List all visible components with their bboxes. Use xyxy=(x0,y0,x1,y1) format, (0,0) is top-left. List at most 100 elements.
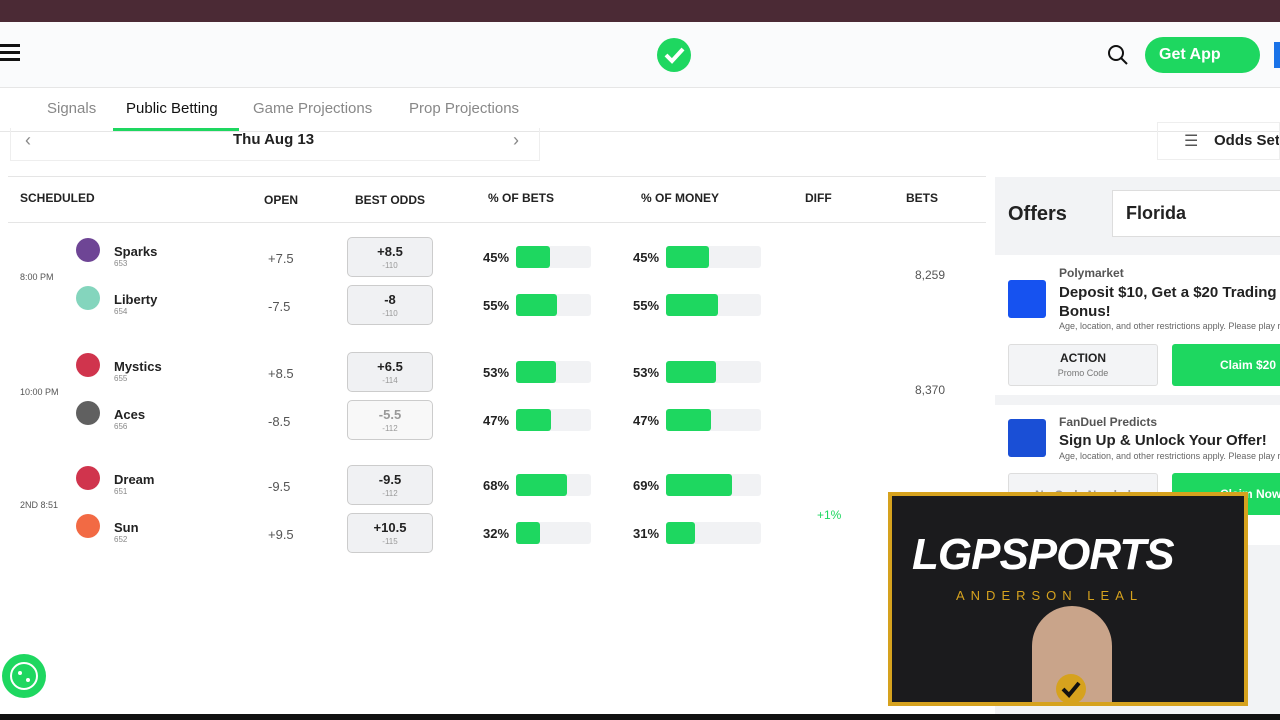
best-line: -9.5 xyxy=(378,472,402,487)
best-odds[interactable]: -5.5 -112 xyxy=(347,400,433,440)
team-number: 653 xyxy=(114,259,128,268)
team-name: Mystics xyxy=(114,359,162,374)
money-pct-label: 53% xyxy=(633,365,660,380)
money-bar xyxy=(666,522,696,544)
betting-table: SCHEDULED OPEN BEST ODDS % OF BETS % OF MONE… xyxy=(20,191,946,553)
odds-settings-label: Odds Settings xyxy=(1214,132,1280,149)
bets-pct-label: 47% xyxy=(483,413,510,428)
tab[interactable]: Game Projections xyxy=(253,100,373,117)
overlay-brand: LGPSPORTS xyxy=(912,530,1175,579)
money-track xyxy=(666,246,761,268)
open-line: -7.5 xyxy=(268,299,291,314)
bets-track xyxy=(516,409,591,431)
tab[interactable]: Prop Projections xyxy=(409,100,520,117)
team-number: 655 xyxy=(114,374,128,383)
money-bar xyxy=(666,361,717,383)
open-line: +7.5 xyxy=(268,251,294,266)
offer-fine-print: Age, location, and other restrictions ap… xyxy=(1059,321,1280,331)
promo-code-label: Promo Code xyxy=(1057,368,1109,378)
offer-headline: Sign Up & Unlock Your Offer! xyxy=(1059,432,1267,449)
date: Thu Aug 13 xyxy=(233,131,315,148)
money-pct-label: 31% xyxy=(633,526,660,541)
team-number: 656 xyxy=(114,422,128,431)
open-line: +9.5 xyxy=(268,527,294,542)
tab[interactable]: Signals xyxy=(47,100,97,117)
webcam-overlay: LGPSPORTS ANDERSON LEAL xyxy=(888,492,1248,706)
logo[interactable] xyxy=(656,37,692,73)
bets-track xyxy=(516,522,591,544)
bets-track xyxy=(516,361,591,383)
search-icon[interactable] xyxy=(1107,44,1129,66)
date-bar: ‹ Thu Aug 13 › xyxy=(10,128,540,161)
offers-title: Offers xyxy=(1008,203,1067,225)
bottom-strip xyxy=(0,714,1280,720)
top-strip xyxy=(0,0,1280,22)
best-line: +8.5 xyxy=(377,244,403,259)
claim-button[interactable]: Claim $20 xyxy=(1172,344,1280,386)
open-line: -8.5 xyxy=(268,414,291,429)
best-odds[interactable]: +6.5 -114 xyxy=(347,352,433,392)
column-header[interactable]: % OF BETS xyxy=(488,191,555,205)
team-name: Dream xyxy=(114,472,155,487)
menu-icon[interactable] xyxy=(0,44,22,64)
money-track xyxy=(666,361,761,383)
code-box: ACTION Promo Code xyxy=(1008,344,1158,386)
prev-arrow[interactable]: ‹ xyxy=(25,130,31,150)
team-logo xyxy=(76,238,100,262)
money-pct-label: 69% xyxy=(633,478,660,493)
column-header[interactable]: SCHEDULED xyxy=(20,191,95,205)
team-logo xyxy=(76,286,100,310)
best-line: +10.5 xyxy=(373,520,407,535)
bets-pct-label: 32% xyxy=(483,526,510,541)
best-odds[interactable]: -8 -110 xyxy=(347,285,433,325)
get-app-label: Get App xyxy=(1159,46,1221,63)
column-header[interactable]: % OF MONEY xyxy=(641,191,720,205)
best-odds[interactable]: +10.5 -115 xyxy=(347,513,433,553)
divider xyxy=(8,176,986,177)
state-select[interactable]: Florida xyxy=(1112,190,1280,237)
game-time: 8:00 PM xyxy=(20,272,54,282)
tab[interactable]: Public Betting xyxy=(126,100,218,117)
column-header[interactable]: BETS xyxy=(906,191,939,205)
bets-pct-label: 53% xyxy=(483,365,510,380)
team-number: 654 xyxy=(114,307,128,316)
column-header[interactable]: DIFF xyxy=(805,191,832,205)
edge-button xyxy=(1274,42,1280,68)
next-arrow[interactable]: › xyxy=(513,130,519,150)
best-odds[interactable]: -9.5 -112 xyxy=(347,465,433,505)
bets-track xyxy=(516,246,591,268)
money-bar xyxy=(666,409,711,431)
bets-count: 8,370 xyxy=(915,383,946,397)
bets-bar xyxy=(516,522,540,544)
team-logo xyxy=(76,401,100,425)
bets-count: 8,259 xyxy=(915,268,946,282)
tab-bar: Signals Public Betting Game Projections Pro… xyxy=(0,88,1280,132)
check-badge xyxy=(1056,674,1086,702)
state: Florida xyxy=(1126,203,1187,223)
money-pct-label: 55% xyxy=(633,298,660,313)
offer-headline: Deposit $10, Get a $20 Trading Bonus! xyxy=(1059,284,1277,320)
money-track xyxy=(666,409,761,431)
odds-settings[interactable]: ☰ Odds Settings xyxy=(1157,122,1280,160)
bets-track xyxy=(516,474,591,496)
cookie-button[interactable] xyxy=(1,653,47,699)
team-name: Sun xyxy=(114,520,139,535)
bets-bar xyxy=(516,409,552,431)
money-bar xyxy=(666,246,709,268)
team-name: Liberty xyxy=(114,292,158,307)
get-app-button[interactable]: Get App xyxy=(1145,37,1260,73)
bets-bar xyxy=(516,474,567,496)
best-price: -112 xyxy=(382,489,398,498)
promo-code: ACTION xyxy=(1060,351,1106,365)
active-underline xyxy=(113,128,239,131)
column-header: BEST ODDS xyxy=(355,193,426,207)
team-name: Aces xyxy=(114,407,146,422)
offer-fine-print: Age, location, and other restrictions ap… xyxy=(1059,451,1280,461)
open-line: -9.5 xyxy=(268,479,291,494)
best-price: -112 xyxy=(382,424,398,433)
best-line: -5.5 xyxy=(378,407,402,422)
offer-icon xyxy=(1008,419,1046,457)
offer-card: Polymarket Deposit $10, Get a $20 Trading… xyxy=(995,255,1280,395)
team-logo xyxy=(76,353,100,377)
best-odds[interactable]: +8.5 -110 xyxy=(347,237,433,277)
